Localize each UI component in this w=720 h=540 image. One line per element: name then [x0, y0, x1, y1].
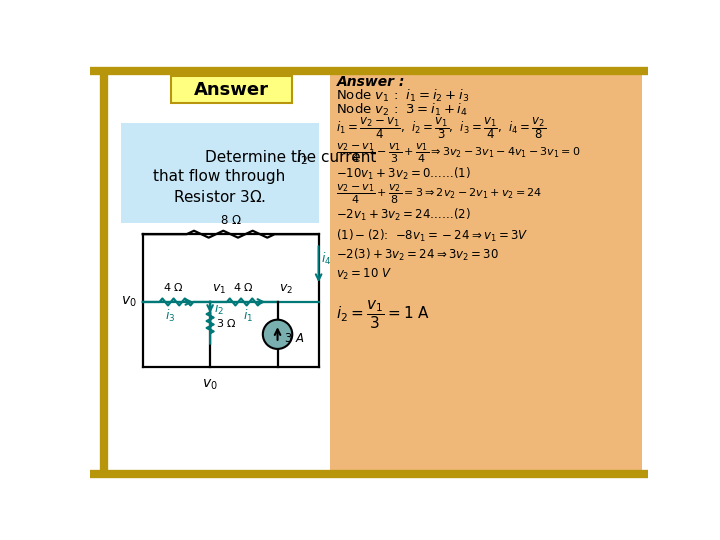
- Text: Resistor 3$\Omega$.: Resistor 3$\Omega$.: [173, 189, 266, 205]
- Bar: [330, 71, 642, 475]
- Bar: [121, 123, 319, 222]
- Text: $-2(3) + 3v_2 = 24 \Rightarrow 3v_2 = 30$: $-2(3) + 3v_2 = 24 \Rightarrow 3v_2 = 30…: [336, 247, 499, 263]
- Text: Node $v_1$ :  $i_1 = i_2 + i_3$: Node $v_1$ : $i_1 = i_2 + i_3$: [336, 87, 469, 104]
- Text: $3\ \Omega$: $3\ \Omega$: [216, 317, 237, 329]
- Text: that flow through: that flow through: [153, 169, 286, 184]
- Text: $i_1$: $i_1$: [243, 308, 253, 324]
- Text: $i_2 = \dfrac{v_1}{3} = 1\ \mathrm{A}$: $i_2 = \dfrac{v_1}{3} = 1\ \mathrm{A}$: [336, 299, 431, 331]
- Text: $i_2$: $i_2$: [296, 148, 308, 166]
- Text: $3\ A$: $3\ A$: [284, 332, 305, 345]
- Text: $4\ \Omega$: $4\ \Omega$: [163, 281, 184, 293]
- Text: $i_2$: $i_2$: [214, 301, 224, 317]
- Bar: [171, 76, 292, 103]
- Text: $v_0$: $v_0$: [121, 295, 137, 309]
- Circle shape: [263, 320, 292, 349]
- Text: $i_1 = \dfrac{v_2 - v_1}{4}$,  $i_2 = \dfrac{v_1}{3}$,  $i_3 = \dfrac{v_1}{4}$, : $i_1 = \dfrac{v_2 - v_1}{4}$, $i_2 = \df…: [336, 115, 546, 141]
- Text: $-10v_1 + 3v_2 = 0 \ldots\ldots(1)$: $-10v_1 + 3v_2 = 0 \ldots\ldots(1)$: [336, 166, 472, 182]
- Text: Node $v_2$ :  $3 = i_1 + i_4$: Node $v_2$ : $3 = i_1 + i_4$: [336, 102, 468, 118]
- Text: Answer :: Answer :: [336, 75, 405, 89]
- Text: Answer: Answer: [194, 81, 269, 99]
- Text: $\dfrac{v_2 - v_1}{4} - \dfrac{v_1}{3} + \dfrac{v_1}{4} \Rightarrow 3v_2 - 3v_1 : $\dfrac{v_2 - v_1}{4} - \dfrac{v_1}{3} +…: [336, 141, 581, 165]
- Text: $i_4$: $i_4$: [321, 251, 331, 267]
- Text: $8\ \Omega$: $8\ \Omega$: [220, 214, 242, 227]
- Text: $\dfrac{v_2 - v_1}{4} + \dfrac{v_2}{8} = 3 \Rightarrow 2v_2 - 2v_1 + v_2 = 24$: $\dfrac{v_2 - v_1}{4} + \dfrac{v_2}{8} =…: [336, 183, 543, 206]
- Text: $v_1$: $v_1$: [212, 283, 227, 296]
- Text: $v_0$: $v_0$: [202, 377, 218, 392]
- Text: $(1)-(2)$:  $-8v_1 = -24 \Rightarrow v_1 = 3V$: $(1)-(2)$: $-8v_1 = -24 \Rightarrow v_1 …: [336, 228, 528, 244]
- Text: $v_2 = 10\ V$: $v_2 = 10\ V$: [336, 267, 393, 282]
- Text: Determine the current: Determine the current: [204, 150, 381, 165]
- Text: $i_3$: $i_3$: [165, 308, 176, 324]
- Text: $4\ \Omega$: $4\ \Omega$: [233, 281, 254, 293]
- Text: $-2v_1 + 3v_2 = 24 \ldots\ldots(2)$: $-2v_1 + 3v_2 = 24 \ldots\ldots(2)$: [336, 207, 472, 223]
- Text: $v_2$: $v_2$: [279, 283, 293, 296]
